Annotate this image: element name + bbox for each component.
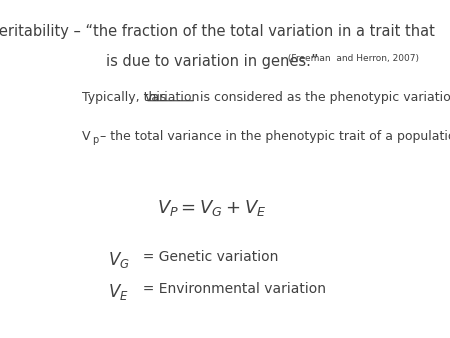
Text: $V_E$: $V_E$ — [108, 282, 128, 302]
Text: p: p — [92, 135, 98, 145]
Text: Heritability – “the fraction of the total variation in a trait that: Heritability – “the fraction of the tota… — [0, 24, 435, 39]
Text: is due to variation in genes.”: is due to variation in genes.” — [106, 54, 318, 69]
Text: $V_P = V_G + V_E$: $V_P = V_G + V_E$ — [157, 198, 266, 218]
Text: is considered as the phenotypic variation.: is considered as the phenotypic variatio… — [196, 91, 450, 104]
Text: $V_G$: $V_G$ — [108, 250, 130, 270]
Text: Typically, this: Typically, this — [81, 91, 170, 104]
Text: = Environmental variation: = Environmental variation — [134, 282, 326, 296]
Text: variation: variation — [145, 91, 200, 104]
Text: = Genetic variation: = Genetic variation — [134, 250, 279, 264]
Text: V: V — [81, 130, 90, 143]
Text: – the total variance in the phenotypic trait of a population.: – the total variance in the phenotypic t… — [99, 130, 450, 143]
Text: (Freeman  and Herron, 2007): (Freeman and Herron, 2007) — [285, 54, 419, 63]
